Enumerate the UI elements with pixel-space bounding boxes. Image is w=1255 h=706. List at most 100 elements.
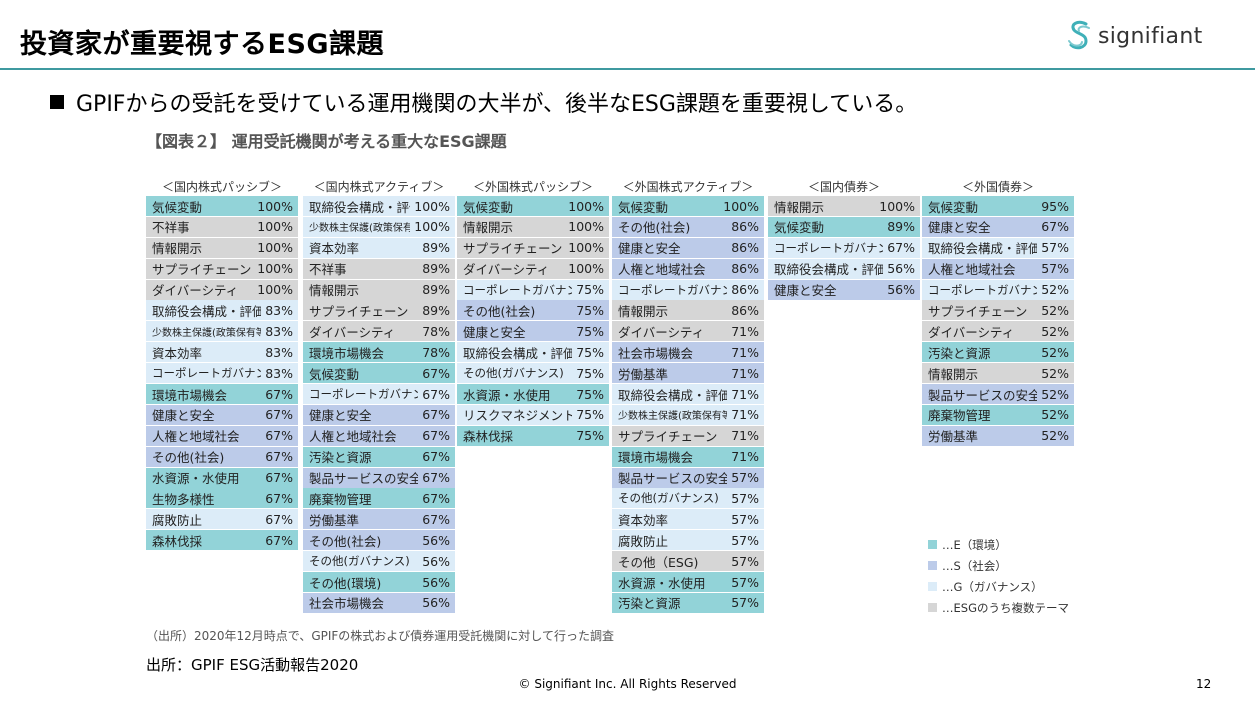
table-row: リスクマネジメント 75% xyxy=(457,404,609,425)
table-row: 健康と安全 75% xyxy=(457,321,609,342)
issue-percentage: 67% xyxy=(1041,219,1069,235)
issue-percentage: 52% xyxy=(1041,344,1069,360)
issue-label: コーポレートガバナンス xyxy=(309,387,418,402)
issue-label: 水資源・水使用 xyxy=(463,387,551,403)
issue-label: 気候変動 xyxy=(928,199,979,215)
issue-percentage: 67% xyxy=(265,532,293,548)
table-row: コーポレートガバナンス 52% xyxy=(922,279,1074,300)
issue-percentage: 67% xyxy=(422,490,450,506)
issue-label: 人権と地域社会 xyxy=(618,262,706,278)
table-row: コーポレートガバナンス 67% xyxy=(768,237,920,258)
issue-label: 森林伐採 xyxy=(463,429,514,445)
table-row: ダイバーシティ 78% xyxy=(303,321,455,342)
issue-label: 資本効率 xyxy=(618,512,669,528)
issue-label: その他(社会) xyxy=(309,533,382,549)
table-row: サプライチェーン 89% xyxy=(303,300,455,321)
issue-percentage: 86% xyxy=(731,282,759,298)
table-row: コーポレートガバナンス 83% xyxy=(146,363,298,384)
table-row: 汚染と資源 67% xyxy=(303,446,455,467)
issue-percentage: 86% xyxy=(731,302,759,318)
table-row: その他(社会) 56% xyxy=(303,530,455,551)
table-row: 気候変動 100% xyxy=(146,196,298,216)
table-row: 取締役会構成・評価 71% xyxy=(612,384,764,405)
issue-label: 情報開示 xyxy=(309,283,360,299)
issue-percentage: 67% xyxy=(265,449,293,465)
issue-percentage: 75% xyxy=(576,302,604,318)
table-row: 汚染と資源 57% xyxy=(612,592,764,613)
table-row: 資本効率 89% xyxy=(303,237,455,258)
issue-label: コーポレートガバナンス xyxy=(152,366,261,381)
table-row: 人権と地域社会 57% xyxy=(922,258,1074,279)
issue-label: 製品サービスの安全 xyxy=(309,471,419,487)
issue-percentage: 71% xyxy=(731,365,759,381)
issue-percentage: 100% xyxy=(568,240,604,256)
issue-percentage: 52% xyxy=(1041,386,1069,402)
issue-percentage: 67% xyxy=(265,511,293,527)
issue-label: 取締役会構成・評価 xyxy=(152,303,262,319)
table-row: 人権と地域社会 67% xyxy=(146,425,298,446)
issue-label: サプライチェーン xyxy=(463,241,563,257)
issue-label: 不祥事 xyxy=(152,220,190,236)
table-row: その他(社会) 75% xyxy=(457,300,609,321)
issue-percentage: 75% xyxy=(576,282,604,298)
issue-percentage: 57% xyxy=(1041,261,1069,277)
table-row: その他(社会) 86% xyxy=(612,216,764,237)
table-row: 不祥事 89% xyxy=(303,258,455,279)
table-row: 資本効率 83% xyxy=(146,342,298,363)
issue-percentage: 71% xyxy=(731,407,759,423)
issue-label: 健康と安全 xyxy=(463,324,526,340)
issue-percentage: 95% xyxy=(1041,198,1069,214)
issue-percentage: 100% xyxy=(568,261,604,277)
issue-percentage: 56% xyxy=(887,282,915,298)
issue-label: 少数株主保護(政策保有等) xyxy=(618,411,728,423)
issue-label: 人権と地域社会 xyxy=(309,429,397,445)
table-row: コーポレートガバナンス 75% xyxy=(457,279,609,300)
table-row: 不祥事 100% xyxy=(146,216,298,237)
table-row: その他(ガバナンス) 75% xyxy=(457,363,609,384)
issue-percentage: 56% xyxy=(887,261,915,277)
table-row: サプライチェーン 52% xyxy=(922,300,1074,321)
issue-label: ダイバーシティ xyxy=(618,324,705,340)
issue-label: 社会市場機会 xyxy=(618,345,694,361)
issue-percentage: 57% xyxy=(731,553,759,569)
issue-label: 腐敗防止 xyxy=(152,512,203,528)
table-column: ＜外国株式アクティブ＞ 気候変動 100% その他(社会) 86% 健康と安全 86% 人権と… xyxy=(612,178,764,614)
issue-percentage: 75% xyxy=(576,344,604,360)
issue-label: 汚染と資源 xyxy=(309,450,372,466)
issue-percentage: 75% xyxy=(576,428,604,444)
issue-label: コーポレートガバナンス xyxy=(463,282,572,297)
issue-percentage: 89% xyxy=(422,282,450,298)
legend-item: …S（社会） xyxy=(928,555,1069,576)
issue-label: 取締役会構成・評価 xyxy=(774,262,884,278)
legend-label: …S（社会） xyxy=(942,558,1007,573)
table-row: 環境市場機会 71% xyxy=(612,446,764,467)
column-header: ＜外国債券＞ xyxy=(961,180,1034,194)
issue-label: 健康と安全 xyxy=(928,220,991,236)
table-row: その他(ガバナンス) 57% xyxy=(612,488,764,509)
table-column: ＜外国株式パッシブ＞ 気候変動 100% 情報開示 100% サプライチェーン 100% ダイ… xyxy=(457,178,609,447)
issue-percentage: 86% xyxy=(731,261,759,277)
issue-label: 資本効率 xyxy=(309,241,360,257)
issue-label: 気候変動 xyxy=(774,220,825,236)
table-row: 製品サービスの安全 57% xyxy=(612,467,764,488)
table-row: 社会市場機会 71% xyxy=(612,342,764,363)
issue-percentage: 100% xyxy=(257,282,293,298)
table-row: 森林伐採 75% xyxy=(457,425,609,446)
issue-label: ダイバーシティ xyxy=(928,324,1015,340)
legend-item: …ESGのうち複数テーマ xyxy=(928,597,1069,618)
issue-percentage: 52% xyxy=(1041,365,1069,381)
issue-percentage: 67% xyxy=(887,240,915,256)
issue-label: コーポレートガバナンス xyxy=(618,282,727,297)
issue-label: コーポレートガバナンス xyxy=(928,282,1037,297)
page-number: 12 xyxy=(1196,677,1212,691)
issue-percentage: 78% xyxy=(422,344,450,360)
table-row: 情報開示 100% xyxy=(457,216,609,237)
issue-label: リスクマネジメント xyxy=(463,408,573,424)
table-row: 腐敗防止 57% xyxy=(612,530,764,551)
table-row: 汚染と資源 52% xyxy=(922,342,1074,363)
issue-label: ダイバーシティ xyxy=(463,262,550,278)
issue-label: 情報開示 xyxy=(618,303,669,319)
legend-label: …E（環境） xyxy=(942,537,1007,552)
issue-label: 環境市場機会 xyxy=(152,387,228,403)
issue-percentage: 67% xyxy=(422,428,450,444)
